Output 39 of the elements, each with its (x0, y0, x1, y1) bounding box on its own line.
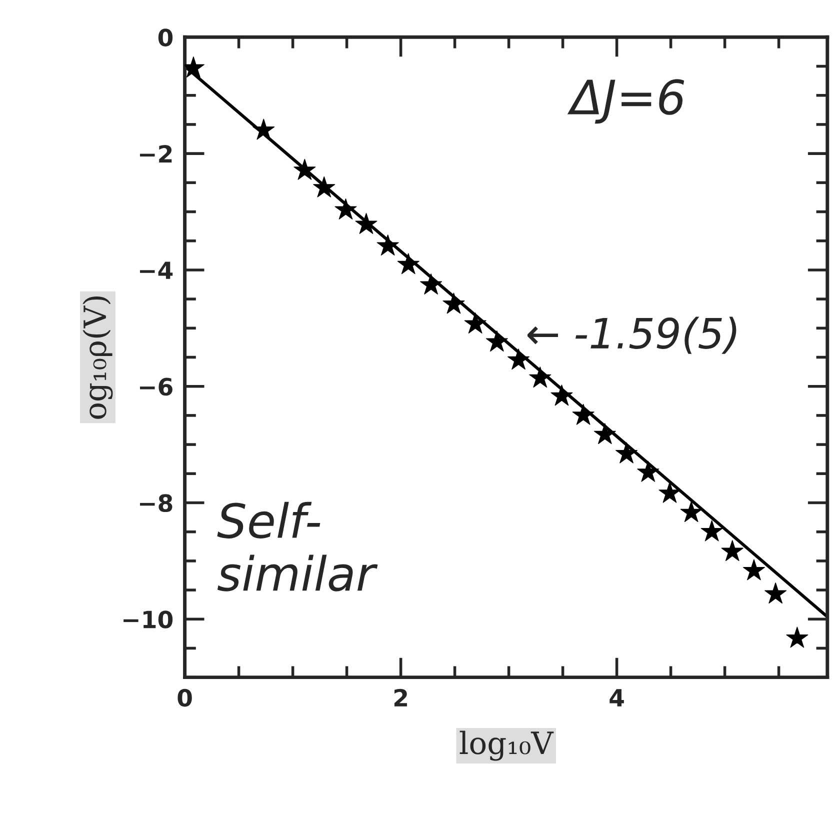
y-tick-label: −4 (140, 262, 173, 279)
annotation: Self- similar (217, 502, 378, 592)
y-tick-label: 0 (158, 28, 173, 46)
point (572, 404, 594, 425)
point (700, 520, 723, 542)
point (721, 540, 744, 562)
point (742, 559, 765, 580)
point (486, 330, 508, 352)
x-tick-label: 0 (178, 688, 192, 707)
point (550, 384, 573, 406)
point (764, 582, 787, 604)
point (355, 213, 378, 234)
point (637, 460, 660, 482)
y-tick-label: −2 (140, 145, 172, 163)
point (294, 158, 316, 180)
point (658, 482, 681, 503)
point (680, 501, 702, 522)
x-axis-title: log₁₀V (460, 730, 554, 761)
point (252, 118, 275, 140)
point (786, 626, 808, 648)
point (529, 366, 552, 388)
point (464, 312, 486, 334)
y-tick-label: −8 (140, 494, 172, 512)
annotation: ← -1.59(5) (528, 316, 736, 354)
y-tick-label: −6 (140, 378, 172, 396)
y-tick-label: −10 (124, 610, 173, 628)
point (376, 234, 399, 256)
x-tick-label: 4 (610, 689, 624, 706)
x-tick-label: 2 (394, 688, 407, 706)
point (420, 274, 442, 294)
point (397, 253, 420, 274)
point (594, 423, 616, 444)
annotation: ΔJ=6 (567, 79, 684, 124)
point (508, 348, 530, 370)
point (334, 198, 357, 220)
y-axis-title: og₁₀ρ(V) (82, 296, 113, 419)
point (442, 292, 465, 314)
point (616, 442, 638, 464)
point (313, 176, 336, 198)
